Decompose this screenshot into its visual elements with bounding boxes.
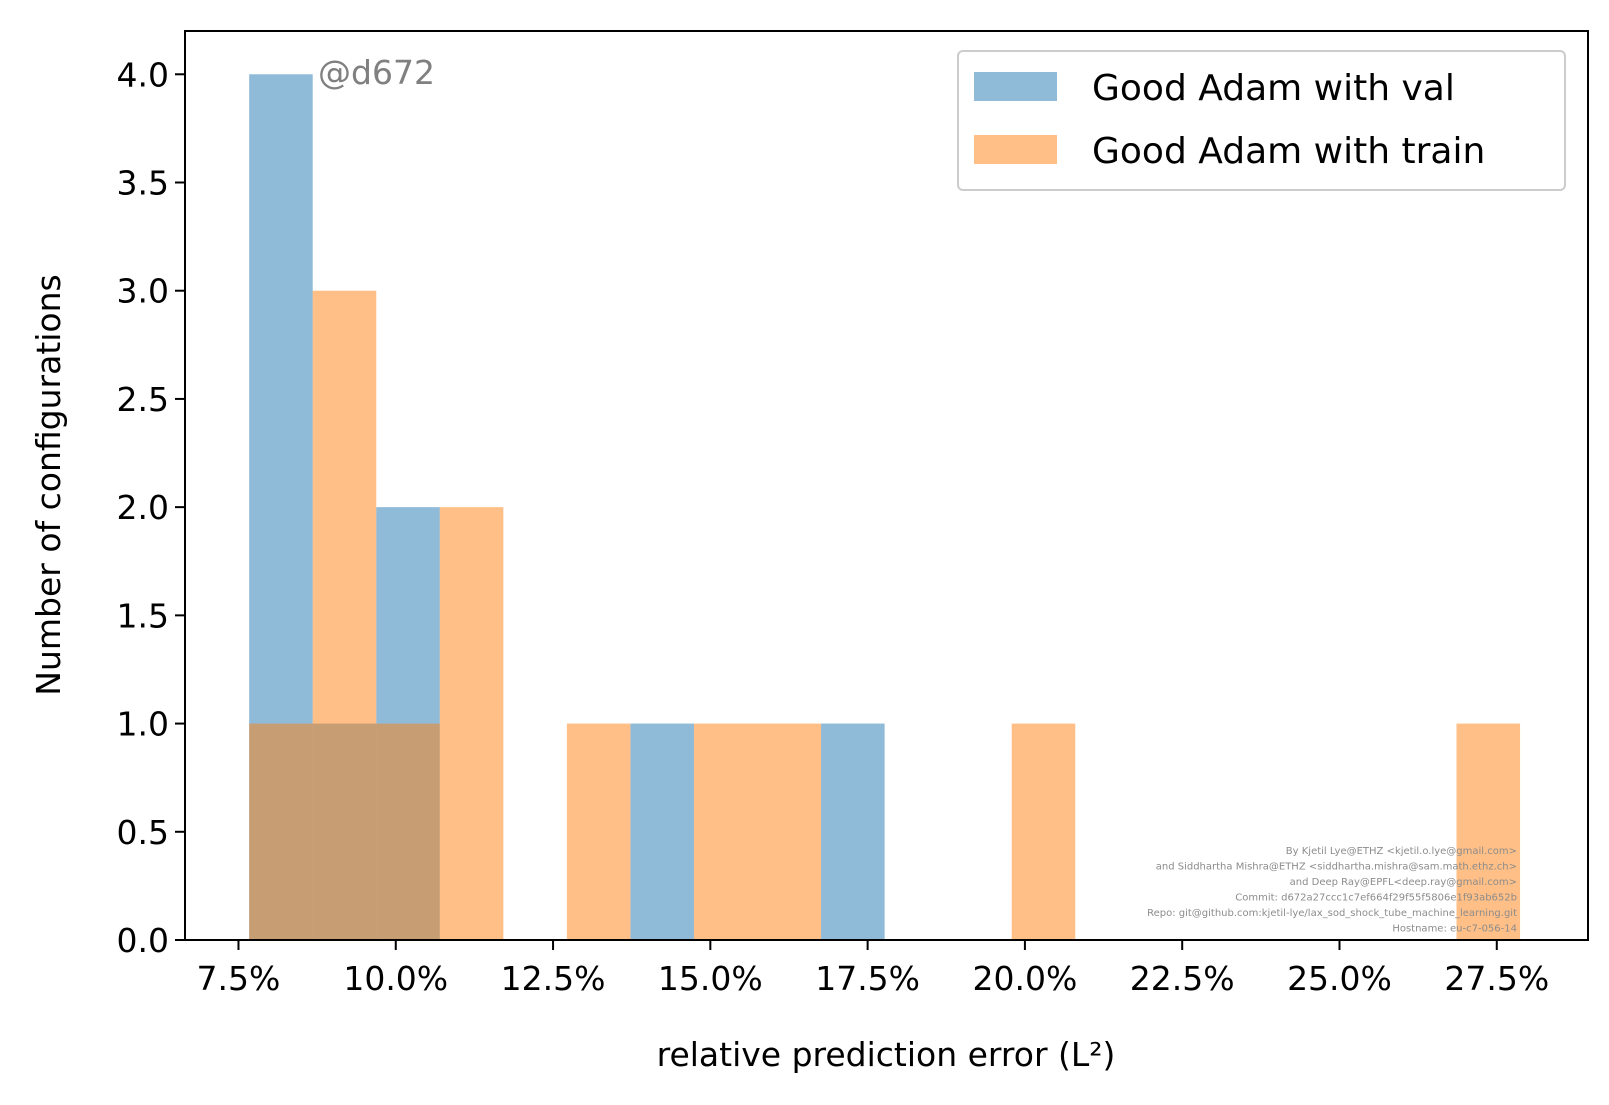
x-tick-label: 15.0% bbox=[658, 959, 763, 998]
credit-line: By Kjetil Lye@ETHZ <kjetil.o.lye@gmail.c… bbox=[1286, 846, 1517, 857]
bar-train-2 bbox=[376, 723, 440, 940]
bar-train-8 bbox=[1456, 723, 1521, 940]
x-tick-label: 27.5% bbox=[1444, 959, 1549, 998]
x-tick-label: 7.5% bbox=[197, 959, 281, 998]
bar-train-7 bbox=[1011, 723, 1076, 940]
y-axis-ticks: 0.0 0.5 1.0 1.5 2.0 2.5 3.0 3.5 4.0 bbox=[117, 55, 185, 960]
legend-label-val: Good Adam with val bbox=[1092, 68, 1455, 109]
bar-train-1 bbox=[312, 290, 377, 940]
credit-line: Hostname: eu-c7-056-14 bbox=[1392, 924, 1517, 935]
bar-val-4 bbox=[821, 723, 885, 940]
legend-swatch-val bbox=[974, 72, 1057, 101]
x-tick-label: 10.0% bbox=[343, 959, 448, 998]
credits-block: By Kjetil Lye@ETHZ <kjetil.o.lye@gmail.c… bbox=[1147, 846, 1517, 935]
bar-train-0 bbox=[249, 723, 313, 940]
y-tick-label: 3.0 bbox=[117, 272, 169, 311]
x-tick-label: 20.0% bbox=[972, 959, 1077, 998]
credit-line: and Siddhartha Mishra@ETHZ <siddhartha.m… bbox=[1156, 862, 1517, 873]
bar-val-3 bbox=[630, 723, 694, 940]
x-tick-label: 12.5% bbox=[501, 959, 606, 998]
bar-train-6 bbox=[757, 723, 822, 940]
credit-line: Repo: git@github.com:kjetil-lye/lax_sod_… bbox=[1147, 908, 1517, 919]
x-tick-label: 25.0% bbox=[1287, 959, 1392, 998]
y-tick-label: 0.5 bbox=[117, 813, 169, 852]
legend-swatch-train bbox=[974, 135, 1057, 164]
bar-train-5 bbox=[693, 723, 758, 940]
y-axis-title: Number of configurations bbox=[29, 274, 68, 695]
bar-train-3 bbox=[439, 507, 504, 940]
legend-label-train: Good Adam with train bbox=[1092, 131, 1485, 172]
plot-frame bbox=[184, 30, 1589, 941]
y-tick-label: 4.0 bbox=[117, 55, 169, 94]
y-tick-label: 3.5 bbox=[117, 164, 169, 203]
annotation-label: @d672 bbox=[318, 53, 435, 92]
bar-train-4 bbox=[566, 723, 631, 940]
legend: Good Adam with val Good Adam with train bbox=[957, 50, 1566, 191]
y-tick-label: 2.5 bbox=[117, 380, 169, 419]
x-tick-label: 22.5% bbox=[1130, 959, 1235, 998]
y-tick-label: 0.0 bbox=[117, 921, 169, 960]
credit-line: Commit: d672a27ccc1c7ef664f29f55f5806e1f… bbox=[1235, 893, 1517, 904]
x-tick-label: 17.5% bbox=[815, 959, 920, 998]
credit-line: and Deep Ray@EPFL<deep.ray@gmail.com> bbox=[1290, 877, 1517, 888]
bars-layer bbox=[249, 74, 1521, 941]
x-axis-title: relative prediction error (L²) bbox=[657, 1035, 1116, 1074]
y-tick-label: 2.0 bbox=[117, 488, 169, 527]
y-tick-label: 1.5 bbox=[117, 596, 169, 635]
y-tick-label: 1.0 bbox=[117, 705, 169, 744]
x-axis-ticks: 7.5% 10.0% 12.5% 15.0% 17.5% 20.0% 22.5% 25.0% 2… bbox=[197, 940, 1549, 998]
legend-frame bbox=[957, 50, 1566, 191]
